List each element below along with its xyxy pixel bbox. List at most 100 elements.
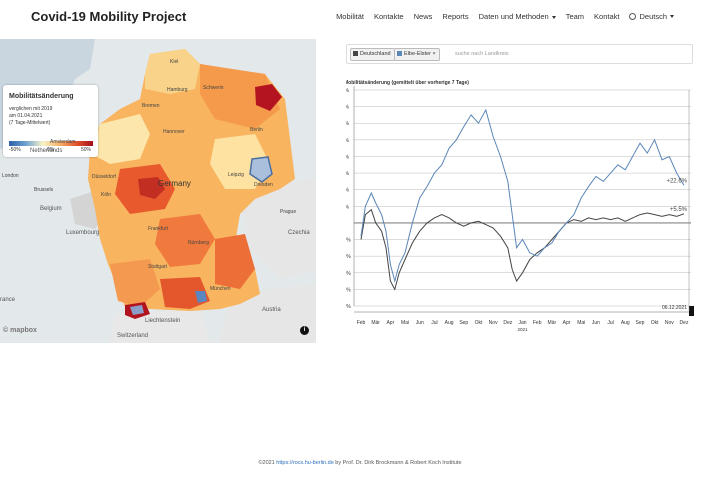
info-icon[interactable]: i xyxy=(300,326,309,335)
nav-kontakte[interactable]: Kontakte xyxy=(374,12,404,21)
label-czechia: Czechia xyxy=(288,230,310,236)
series-end-label: +22.6% xyxy=(666,178,687,184)
date-label: 06.12.2021 xyxy=(662,305,687,311)
y-tick-label: 30% xyxy=(346,171,350,177)
label-duesseldorf: Düsseldorf xyxy=(92,174,116,180)
x-tick-label: Dez xyxy=(503,320,512,326)
y-tick-label: -50% xyxy=(346,304,351,310)
label-koeln: Köln xyxy=(101,192,112,198)
czechia-area xyxy=(240,179,316,279)
label-belgium: Belgium xyxy=(40,206,62,212)
map-canvas[interactable] xyxy=(0,39,316,343)
legend-line-1: verglichen mit 2019 xyxy=(9,106,53,112)
chart-title: Mobilitätsänderung (gemittelt über vorhe… xyxy=(346,80,469,86)
swatch-elbe-elster xyxy=(397,51,402,57)
nav-reports[interactable]: Reports xyxy=(442,12,469,21)
chip-elbe-elster[interactable]: Elbe-Elster × xyxy=(394,48,440,61)
label-hamburg: Hamburg xyxy=(167,87,188,93)
label-switzerland: Switzerland xyxy=(117,333,149,339)
footer-suffix: by Prof. Dr. Dirk Brockmann & Robert Koc… xyxy=(333,460,462,466)
nav-kontakt[interactable]: Kontakt xyxy=(594,12,620,21)
label-leipzig: Leipzig xyxy=(228,172,244,178)
region-northeast xyxy=(200,64,280,129)
mobility-line-chart[interactable]: Mobilitätsänderung (gemittelt über vorhe… xyxy=(346,44,696,344)
chip-close-icon[interactable]: × xyxy=(432,51,436,57)
y-tick-label: -40% xyxy=(346,287,351,293)
x-tick-label: Aug xyxy=(621,320,630,326)
region-kassel xyxy=(138,177,165,199)
range-handle xyxy=(689,306,694,316)
legend-line-3: (7 Tage-Mittelwert) xyxy=(9,120,51,126)
y-tick-label: 80% xyxy=(346,88,350,94)
x-tick-label: Jul xyxy=(607,320,613,326)
brand-title[interactable]: Covid-19 Mobility Project xyxy=(31,9,187,24)
y-tick-label: 10% xyxy=(346,204,350,210)
label-nuernberg: Nürnberg xyxy=(188,240,209,246)
swatch-deutschland xyxy=(353,51,358,57)
label-liechtenstein: Liechtenstein xyxy=(145,318,181,324)
label-schwerin: Schwerin xyxy=(203,85,224,91)
chevron-down-icon xyxy=(670,15,674,18)
region-southwest xyxy=(110,259,160,307)
nav-daten-label: Daten und Methoden xyxy=(478,12,549,21)
chip-deutschland-label: Deutschland xyxy=(360,51,391,57)
nav-team[interactable]: Team xyxy=(565,12,585,21)
label-prague: Prague xyxy=(280,209,297,215)
chip-deutschland[interactable]: Deutschland xyxy=(350,48,395,61)
nav-menu: Mobilität Kontakte News Reports Daten un… xyxy=(326,12,674,21)
y-tick-label: -20% xyxy=(346,254,351,260)
legend-tick-mid: 0% xyxy=(47,147,55,153)
region-selector[interactable]: Deutschland Elbe-Elster × suche nach Lan… xyxy=(346,44,693,64)
language-dropdown[interactable]: Deutsch xyxy=(629,12,674,21)
region-elbe-elster[interactable] xyxy=(249,156,273,183)
label-muenchen: München xyxy=(210,286,231,292)
legend-line-2: am 01.04.2021 xyxy=(9,113,43,119)
label-bremen: Bremen xyxy=(142,103,160,109)
nav-news[interactable]: News xyxy=(413,12,433,21)
legend-tick-min: -50% xyxy=(9,147,21,153)
region-vorpommern[interactable] xyxy=(255,84,282,111)
legend-tick-max: 50% xyxy=(81,147,92,153)
label-kiel: Kiel xyxy=(170,59,179,65)
nav-daten-dropdown[interactable]: Daten und Methoden xyxy=(479,12,556,21)
region-central xyxy=(155,214,215,267)
x-tick-label: Sep xyxy=(459,320,468,326)
mobility-map[interactable]: Mobilitätsänderung verglichen mit 2019 a… xyxy=(0,39,316,343)
region-north xyxy=(145,49,200,94)
label-austria: Austria xyxy=(262,307,281,313)
y-tick-label: -30% xyxy=(346,271,351,277)
legend-color-bar xyxy=(9,141,93,146)
x-tick-label: Jan xyxy=(518,320,526,326)
label-netherlands: Netherlands xyxy=(30,148,63,154)
label-frankfurt: Frankfurt xyxy=(148,226,169,232)
region-bodensee xyxy=(130,305,144,315)
language-label: Deutsch xyxy=(639,12,667,21)
chevron-down-icon xyxy=(551,15,556,19)
map-legend: Mobilitätsänderung verglichen mit 2019 a… xyxy=(3,85,98,157)
x-tick-label: Aug xyxy=(445,320,454,326)
y-tick-label: 40% xyxy=(346,154,350,160)
x-tick-label: Okt xyxy=(475,320,483,326)
y-tick-label: 50% xyxy=(346,138,350,144)
label-amsterdam: Amsterdam xyxy=(50,139,76,145)
x-tick-label: Nov xyxy=(489,320,498,326)
x-tick-label: Mai xyxy=(401,320,409,326)
x-tick-label: Jun xyxy=(416,320,424,326)
search-placeholder[interactable]: suche nach Landkreis xyxy=(455,51,509,57)
mapbox-logo[interactable]: © mapbox xyxy=(3,327,37,334)
series-line-elbe-elster xyxy=(360,108,685,284)
region-blue-south xyxy=(195,291,207,303)
x-tick-label: Sep xyxy=(636,320,645,326)
x-tick-label: Nov xyxy=(665,320,674,326)
x-tick-label: Mär xyxy=(548,320,557,326)
x-tick-label: Mai xyxy=(577,320,585,326)
region-northwest xyxy=(92,114,150,164)
label-france: rance xyxy=(0,297,16,303)
footer-link[interactable]: https://rocs.hu-berlin.de xyxy=(276,460,334,466)
x-tick-label: Mär xyxy=(371,320,380,326)
x-tick-label: Okt xyxy=(651,320,659,326)
nav-mobilitaet[interactable]: Mobilität xyxy=(336,12,364,21)
label-germany: Germany xyxy=(158,179,191,188)
series-end-label: +5.5% xyxy=(670,207,688,213)
label-london: London xyxy=(2,173,19,179)
